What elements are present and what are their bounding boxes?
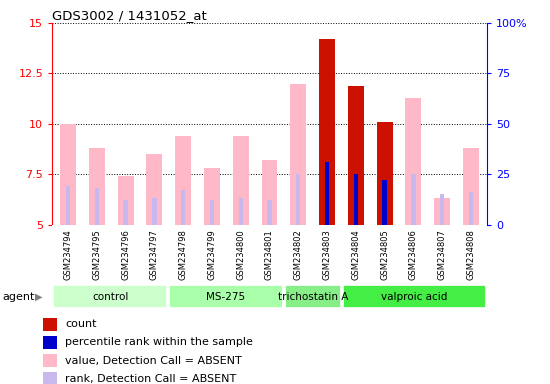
Text: control: control (92, 291, 128, 302)
Text: GSM234796: GSM234796 (121, 229, 130, 280)
Bar (146, 154, 162, 225)
Bar (43, 336, 57, 349)
Bar (377, 207, 393, 225)
Text: GSM234794: GSM234794 (64, 229, 73, 280)
Bar (382, 180, 387, 225)
Bar (354, 174, 358, 225)
Text: rank, Detection Call = ABSENT: rank, Detection Call = ABSENT (65, 374, 236, 384)
Bar (319, 39, 335, 225)
Text: agent: agent (3, 291, 35, 302)
Text: GSM234802: GSM234802 (294, 229, 302, 280)
FancyBboxPatch shape (53, 285, 167, 308)
Text: MS-275: MS-275 (206, 291, 246, 302)
Bar (290, 84, 306, 225)
Text: GSM234795: GSM234795 (92, 229, 101, 280)
Text: GSM234805: GSM234805 (380, 229, 389, 280)
Bar (118, 176, 134, 225)
Text: percentile rank within the sample: percentile rank within the sample (65, 338, 253, 348)
Bar (469, 192, 473, 225)
FancyBboxPatch shape (343, 285, 486, 308)
Text: count: count (65, 319, 97, 329)
Bar (89, 148, 104, 225)
FancyBboxPatch shape (285, 285, 341, 308)
Text: GSM234798: GSM234798 (179, 229, 188, 280)
Bar (152, 199, 157, 225)
Bar (43, 354, 57, 367)
Bar (348, 86, 364, 225)
Bar (262, 160, 277, 225)
Bar (43, 372, 57, 384)
Text: trichostatin A: trichostatin A (278, 291, 348, 302)
Bar (233, 136, 249, 225)
Bar (267, 200, 272, 225)
Bar (319, 39, 335, 225)
Bar (123, 200, 128, 225)
Bar (95, 189, 99, 225)
Text: GSM234806: GSM234806 (409, 229, 418, 280)
Text: GSM234800: GSM234800 (236, 229, 245, 280)
Text: value, Detection Call = ABSENT: value, Detection Call = ABSENT (65, 356, 242, 366)
Bar (325, 162, 329, 225)
Bar (175, 136, 191, 225)
Text: GSM234804: GSM234804 (351, 229, 360, 280)
Text: GSM234807: GSM234807 (438, 229, 447, 280)
Bar (440, 194, 444, 225)
Bar (405, 98, 421, 225)
Bar (382, 200, 387, 225)
Bar (204, 168, 220, 225)
Bar (210, 200, 214, 225)
Bar (325, 162, 329, 225)
Bar (66, 186, 70, 225)
Bar (60, 124, 76, 225)
Text: GDS3002 / 1431052_at: GDS3002 / 1431052_at (52, 9, 207, 22)
Bar (463, 148, 479, 225)
Bar (434, 199, 450, 225)
Bar (377, 122, 393, 225)
Text: valproic acid: valproic acid (381, 291, 448, 302)
Bar (354, 174, 358, 225)
Text: ▶: ▶ (35, 291, 42, 302)
Bar (348, 86, 364, 225)
FancyBboxPatch shape (169, 285, 283, 308)
Bar (43, 318, 57, 331)
Text: GSM234801: GSM234801 (265, 229, 274, 280)
Text: GSM234808: GSM234808 (466, 229, 475, 280)
Text: GSM234797: GSM234797 (150, 229, 159, 280)
Text: GSM234799: GSM234799 (207, 229, 217, 280)
Bar (296, 174, 300, 225)
Bar (181, 190, 185, 225)
Bar (411, 174, 416, 225)
Bar (239, 199, 243, 225)
Text: GSM234803: GSM234803 (322, 229, 332, 280)
